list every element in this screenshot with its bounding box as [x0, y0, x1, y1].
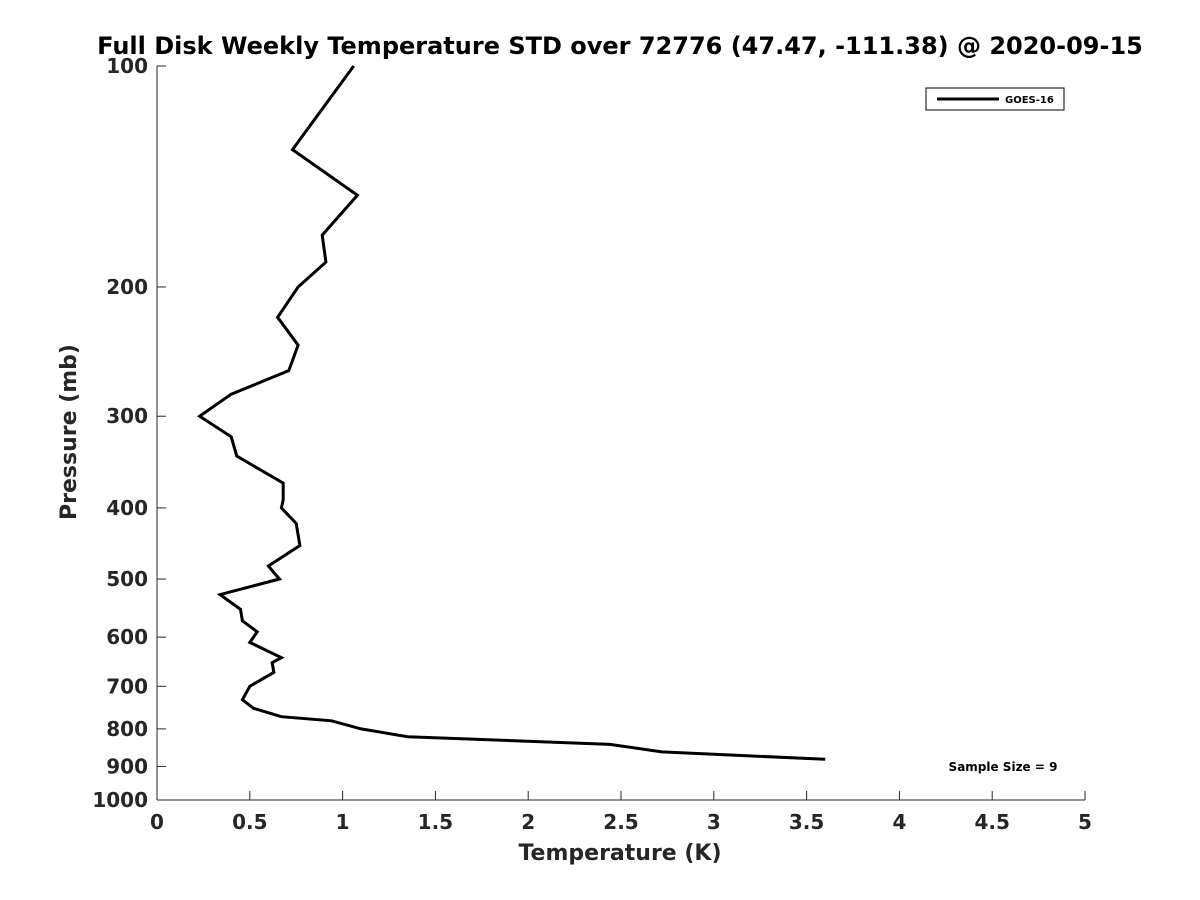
x-tick-label: 1.5	[418, 810, 453, 834]
x-tick-label: 3	[707, 810, 721, 834]
series-layer	[197, 65, 826, 761]
y-tick-label: 1000	[92, 788, 148, 812]
y-tick-label: 600	[106, 625, 148, 649]
y-tick-label: 200	[106, 275, 148, 299]
x-tick-label: 1	[336, 810, 350, 834]
x-tick-label: 0	[150, 810, 164, 834]
x-tick-label: 4.5	[974, 810, 1009, 834]
y-tick-label: 700	[106, 674, 148, 698]
legend: GOES-16	[925, 87, 1065, 111]
x-tick-label: 2	[521, 810, 535, 834]
y-axis-label: Pressure (mb)	[57, 344, 82, 520]
axes	[156, 66, 1085, 801]
legend-label-goes-16: GOES-16	[1005, 95, 1054, 106]
x-tick-label: 0.5	[232, 810, 267, 834]
chart-title: Full Disk Weekly Temperature STD over 72…	[97, 32, 1143, 60]
x-axis-label: Temperature (K)	[518, 841, 721, 866]
series-line-goes-16	[197, 65, 826, 761]
y-tick-label: 400	[106, 496, 148, 520]
y-tick-label: 100	[106, 54, 148, 78]
x-tick-label: 2.5	[603, 810, 638, 834]
y-tick-label: 300	[106, 404, 148, 428]
x-tick-label: 3.5	[789, 810, 824, 834]
y-tick-label: 500	[106, 567, 148, 591]
y-tick-label: 800	[106, 717, 148, 741]
x-axis-ticks: 0 0.5 1 1.5 2 2.5 3 3.5 4 4.5 5	[150, 791, 1092, 834]
x-tick-label: 4	[892, 810, 906, 834]
y-tick-label: 900	[106, 754, 148, 778]
x-tick-label: 5	[1078, 810, 1092, 834]
sample-size-annotation: Sample Size = 9	[949, 760, 1058, 774]
y-axis-ticks: 100 200 300 400 500 600 700 800 900 1000	[92, 54, 166, 812]
